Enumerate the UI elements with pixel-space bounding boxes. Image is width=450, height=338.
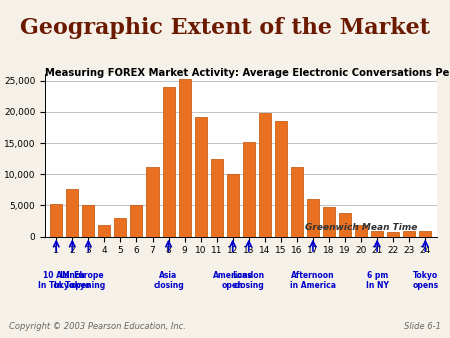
Bar	[82, 205, 94, 237]
Text: Americas
open: Americas open	[213, 271, 252, 290]
Bar	[66, 189, 78, 237]
Bar	[275, 121, 287, 237]
Text: 10 AM
In Tokyo: 10 AM In Tokyo	[38, 271, 74, 290]
Bar	[243, 142, 255, 237]
Text: Slide 6-1: Slide 6-1	[404, 322, 441, 331]
Bar	[403, 231, 415, 237]
Bar	[147, 167, 158, 237]
Text: Copyright © 2003 Pearson Education, Inc.: Copyright © 2003 Pearson Education, Inc.	[9, 322, 186, 331]
Text: Tokyo
opens: Tokyo opens	[412, 271, 438, 290]
Text: Geographic Extent of the Market: Geographic Extent of the Market	[20, 17, 430, 39]
Text: Measuring FOREX Market Activity: Average Electronic Conversations Per Hour: Measuring FOREX Market Activity: Average…	[45, 68, 450, 78]
Bar	[194, 117, 207, 237]
Bar	[291, 167, 303, 237]
Text: London
closing: London closing	[233, 271, 265, 290]
Text: Greenwich Mean Time: Greenwich Mean Time	[305, 223, 417, 232]
Bar	[114, 218, 126, 237]
Bar	[99, 225, 110, 237]
Text: Lunch
In Tokyo: Lunch In Tokyo	[54, 271, 90, 290]
Bar	[162, 87, 175, 237]
Text: Afternoon
in America: Afternoon in America	[290, 271, 336, 290]
Bar	[387, 232, 399, 237]
Bar	[371, 231, 383, 237]
Bar	[130, 205, 143, 237]
Text: Asia
closing: Asia closing	[153, 271, 184, 290]
Text: Europe
opening: Europe opening	[71, 271, 106, 290]
Bar	[211, 159, 223, 237]
Bar	[259, 113, 271, 237]
Bar	[179, 79, 191, 237]
Text: 6 pm
In NY: 6 pm In NY	[366, 271, 388, 290]
Bar	[50, 204, 62, 237]
Bar	[227, 174, 239, 237]
Bar	[355, 225, 367, 237]
Bar	[339, 213, 351, 237]
Bar	[419, 231, 431, 237]
Bar	[307, 198, 319, 237]
Bar	[323, 207, 335, 237]
